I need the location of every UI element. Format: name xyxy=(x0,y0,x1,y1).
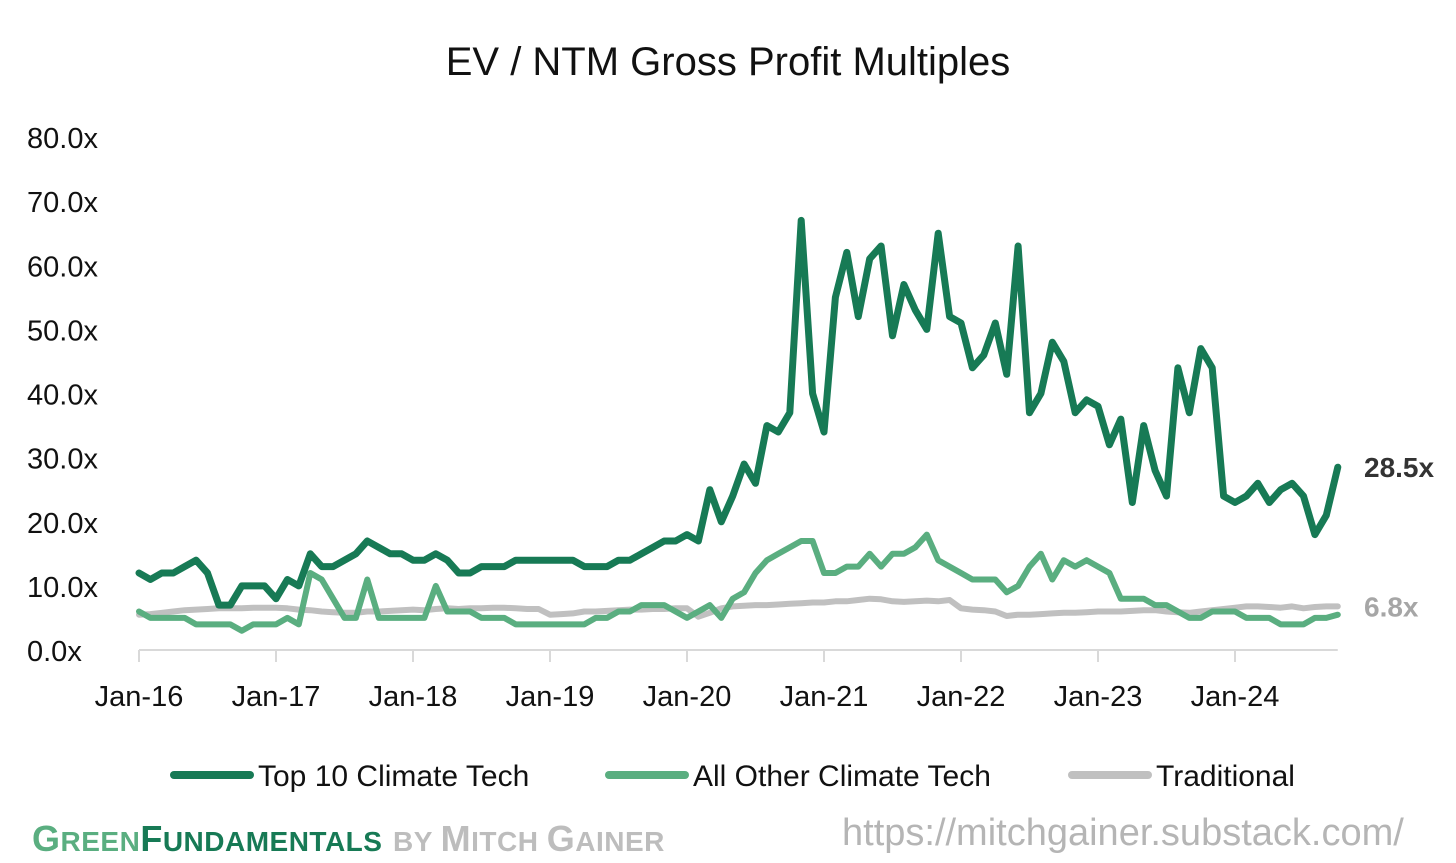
series-line-all-other-climate-tech xyxy=(136,531,1341,634)
y-tick-label: 30.0x xyxy=(27,444,98,476)
y-axis: 0.0x 10.0x 20.0x 30.0x 40.0x 50.0x 60.0x 70.0x 8… xyxy=(27,123,98,668)
y-tick-label: 50.0x xyxy=(27,315,98,347)
end-label: 28.5x xyxy=(1364,452,1434,483)
x-tick-label: Jan-23 xyxy=(1054,681,1143,713)
x-tick-label: Jan-19 xyxy=(506,681,595,713)
y-tick-label: 80.0x xyxy=(27,123,98,155)
x-tick-label: Jan-17 xyxy=(232,681,321,713)
x-tick-label: Jan-20 xyxy=(643,681,732,713)
y-tick-label: 40.0x xyxy=(27,380,98,412)
substack-url[interactable]: https://mitchgainer.substack.com/ xyxy=(842,812,1404,854)
y-tick-label: 0.0x xyxy=(27,636,82,668)
legend-label: All Other Climate Tech xyxy=(693,760,991,793)
series-lines xyxy=(135,216,1342,634)
y-tick-label: 60.0x xyxy=(27,251,98,283)
x-tick-label: Jan-18 xyxy=(369,681,458,713)
x-axis: Jan-16 Jan-17 Jan-18 Jan-19 Jan-20 Jan-21 Jan-… xyxy=(95,649,1338,713)
y-tick-label: 10.0x xyxy=(27,572,98,604)
x-tick-label: Jan-16 xyxy=(95,681,184,713)
x-tick-label: Jan-22 xyxy=(917,681,1006,713)
x-tick-label: Jan-21 xyxy=(780,681,869,713)
y-tick-label: 20.0x xyxy=(27,508,98,540)
series-line-top-10-climate-tech xyxy=(135,216,1342,609)
brand-logo: GREENFUNDAMENTALS BY MITCH GAINER xyxy=(32,818,665,859)
legend: Top 10 Climate Tech All Other Climate Tec… xyxy=(170,760,1295,793)
chart-title: EV / NTM Gross Profit Multiples xyxy=(446,40,1011,84)
y-tick-label: 70.0x xyxy=(27,187,98,219)
x-tick-label: Jan-24 xyxy=(1191,681,1280,713)
end-label: 6.8x xyxy=(1364,591,1419,622)
legend-label: Traditional xyxy=(1156,760,1295,793)
end-labels: 28.5x 6.8x xyxy=(1364,452,1434,622)
legend-label: Top 10 Climate Tech xyxy=(258,760,529,793)
